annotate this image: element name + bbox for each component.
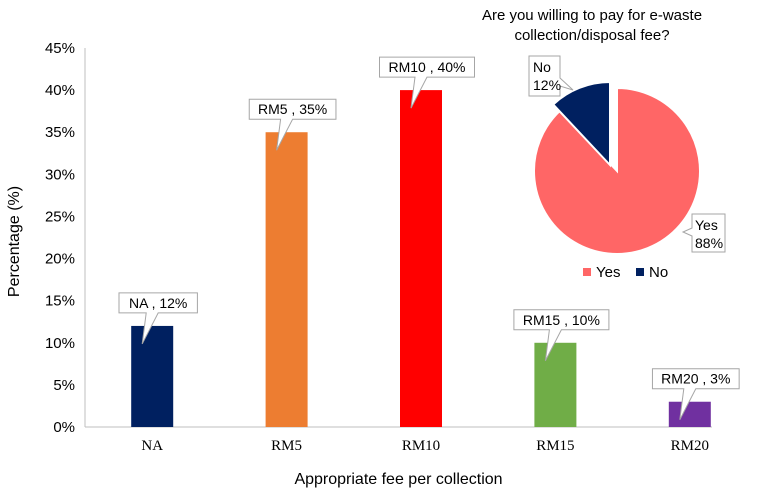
bar-rm15 xyxy=(534,342,577,427)
data-label-callout xyxy=(651,368,740,420)
data-label-callout xyxy=(248,98,337,151)
legend-swatch-yes xyxy=(583,268,591,276)
data-label: RM15 , 10% xyxy=(523,312,600,328)
y-tick-label: 0% xyxy=(53,419,75,436)
data-label: RM20 , 3% xyxy=(661,371,730,387)
legend-label-yes: Yes xyxy=(596,264,620,281)
pie-title-line: collection/disposal fee? xyxy=(514,27,669,44)
y-tick-label: 5% xyxy=(53,377,75,394)
y-tick-label: 10% xyxy=(45,335,75,352)
pie-label-callout-no xyxy=(528,55,574,97)
x-tick-label: RM15 xyxy=(536,438,574,454)
y-tick-label: 20% xyxy=(45,251,75,268)
x-tick-label: NA xyxy=(141,438,163,454)
y-axis-label: Percentage (%) xyxy=(6,186,23,297)
y-tick-label: 30% xyxy=(45,166,75,183)
pie-label-yes-value: 88% xyxy=(695,235,723,251)
y-tick-label: 40% xyxy=(45,82,75,99)
y-tick-label: 45% xyxy=(45,40,75,57)
bar-na xyxy=(131,325,174,427)
pie-label-no-name: No xyxy=(533,59,551,75)
pie-label-no-value: 12% xyxy=(533,77,561,93)
y-tick-label: 15% xyxy=(45,293,75,310)
y-tick-label: 25% xyxy=(45,208,75,225)
data-label: NA , 12% xyxy=(129,295,187,311)
data-label: RM10 , 40% xyxy=(388,59,465,75)
legend-swatch-no xyxy=(636,268,644,276)
x-tick-label: RM10 xyxy=(402,438,440,454)
x-tick-label: RM20 xyxy=(671,438,709,454)
data-label: RM5 , 35% xyxy=(258,101,327,117)
data-label-callout xyxy=(379,56,475,109)
bar-rm10 xyxy=(400,90,442,427)
bar-rm20 xyxy=(668,401,711,427)
bar-rm5 xyxy=(265,132,308,427)
pie-label-callout-yes xyxy=(681,213,726,253)
pie-label-yes-name: Yes xyxy=(695,217,718,233)
pie-title-line: Are you willing to pay for e-waste xyxy=(482,7,702,24)
y-tick-label: 35% xyxy=(45,124,75,141)
data-label-callout xyxy=(118,292,198,345)
x-axis-label: Appropriate fee per collection xyxy=(294,471,502,488)
pie-slice-no xyxy=(551,80,611,168)
x-tick-label: RM5 xyxy=(271,438,302,454)
pie-slice-yes xyxy=(533,86,701,255)
data-label-callout xyxy=(513,309,610,362)
legend-label-no: No xyxy=(649,264,668,281)
